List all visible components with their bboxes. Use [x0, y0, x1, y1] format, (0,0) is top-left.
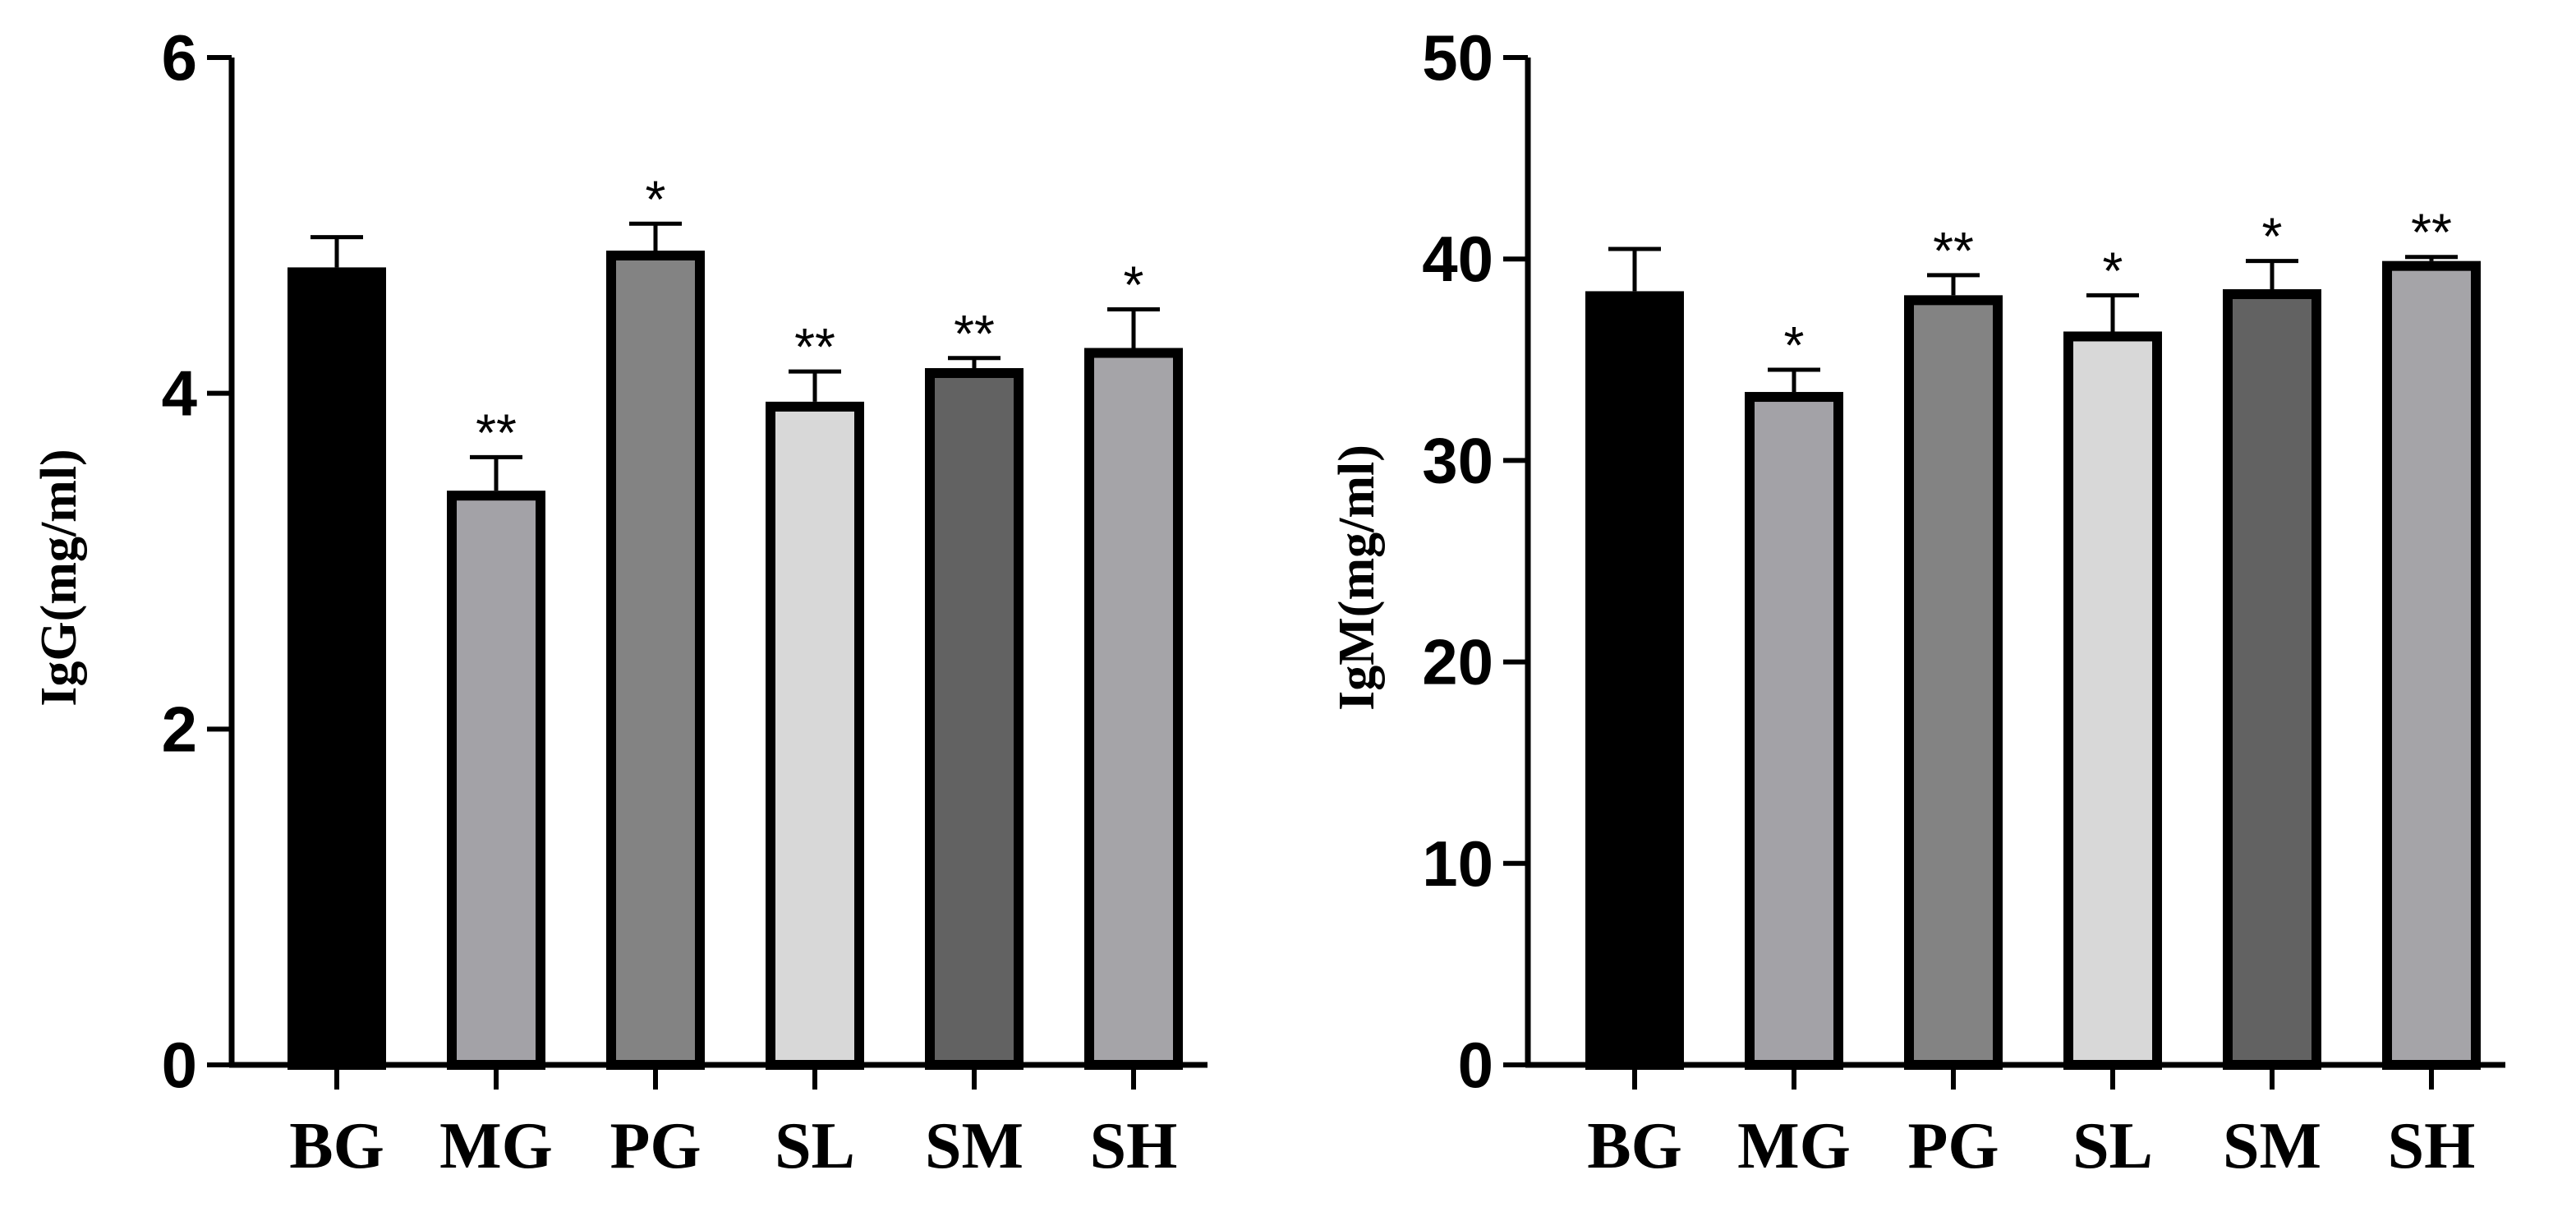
- y-axis-title: IgG(mg/ml): [31, 449, 87, 706]
- x-tick-label-bg: BG: [1587, 1110, 1682, 1182]
- significance-sh: *: [1124, 256, 1144, 315]
- y-tick-label: 40: [1422, 223, 1493, 295]
- significance-sm: *: [2262, 207, 2283, 266]
- x-tick-label-sm: SM: [925, 1110, 1024, 1182]
- y-tick-label: 4: [162, 357, 197, 430]
- y-tick-label: 30: [1422, 424, 1493, 496]
- y-tick-label: 2: [162, 693, 197, 765]
- significance-pg: *: [646, 169, 666, 228]
- bar-pg: [606, 250, 705, 1070]
- x-tick-label-sh: SH: [2388, 1110, 2476, 1182]
- x-tick-label-mg: MG: [1737, 1110, 1851, 1182]
- y-tick-label: 0: [1458, 1029, 1493, 1101]
- significance-sl: *: [2103, 241, 2123, 300]
- bar-sm: [925, 368, 1024, 1070]
- significance-pg: **: [1933, 221, 1974, 280]
- x-tick-label-sh: SH: [1090, 1110, 1178, 1182]
- bar-mg: [447, 491, 545, 1070]
- significance-mg: **: [476, 403, 517, 462]
- x-tick-label-sl: SL: [775, 1110, 855, 1182]
- bar-sl: [2063, 331, 2162, 1070]
- y-tick-label: 20: [1422, 626, 1493, 698]
- y-axis-title: IgM(mg/ml): [1329, 445, 1385, 711]
- x-tick-label-pg: PG: [610, 1110, 701, 1182]
- x-tick-label-pg: PG: [1907, 1110, 1999, 1182]
- bar-mg: [1745, 392, 1843, 1071]
- igg-chart: BG ** MG * PG ** SL ** SM * SH 0 2 4 6 IgG(mg/ml): [31, 21, 1208, 1182]
- y-tick-label: 6: [162, 21, 197, 94]
- y-tick-label: 10: [1422, 827, 1493, 900]
- bar-pg: [1904, 295, 2003, 1070]
- significance-mg: *: [1784, 316, 1805, 375]
- bar-sl: [766, 401, 864, 1070]
- bar-sh: [2382, 260, 2481, 1071]
- significance-sl: **: [794, 317, 835, 376]
- y-tick-label: 50: [1422, 21, 1493, 94]
- x-tick-label-mg: MG: [439, 1110, 553, 1182]
- significance-sh: **: [2411, 203, 2452, 262]
- igm-chart: BG * MG ** PG * SL * SM ** SH 0 10 20 30 40 50 IgM(mg/ml): [1329, 21, 2505, 1182]
- x-tick-label-sm: SM: [2223, 1110, 2321, 1182]
- bar-sh: [1084, 348, 1183, 1071]
- bar-bg: [288, 267, 386, 1070]
- bar-sm: [2223, 288, 2321, 1071]
- bar-bg: [1585, 291, 1684, 1070]
- significance-sm: **: [954, 304, 995, 363]
- y-tick-label: 0: [162, 1029, 197, 1101]
- x-tick-label-sl: SL: [2072, 1110, 2153, 1182]
- x-tick-label-bg: BG: [289, 1110, 384, 1182]
